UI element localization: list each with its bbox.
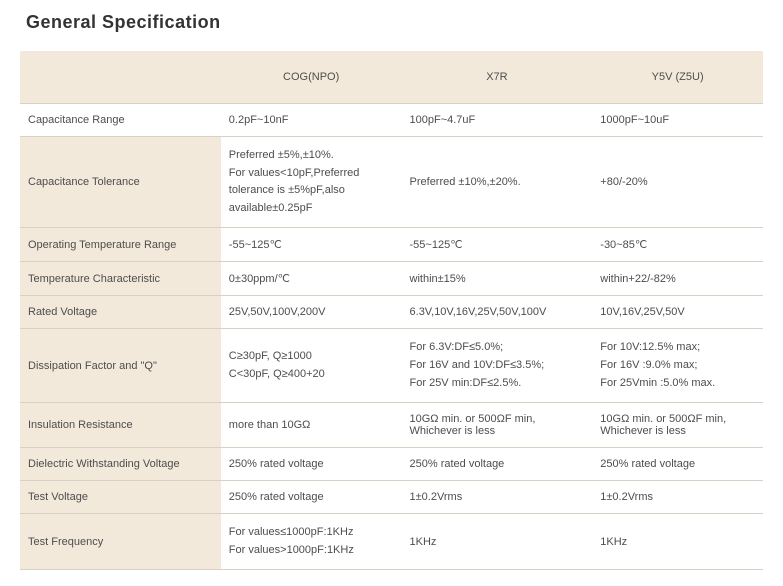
col-header-y5v: Y5V (Z5U) xyxy=(592,51,763,104)
cell: within+22/-82% xyxy=(592,262,763,296)
table-row: Dielectric Withstanding Voltage250% rate… xyxy=(20,448,763,481)
row-head: Dielectric Withstanding Voltage xyxy=(20,448,221,481)
spec-table: COG(NPO) X7R Y5V (Z5U) Capacitance Range… xyxy=(20,51,763,570)
cell: 0.2pF~10nF xyxy=(221,104,402,137)
cell: 250% rated voltage xyxy=(221,481,402,514)
cell: For 10V:12.5% max;For 16V :9.0% max;For … xyxy=(592,329,763,403)
cell: 250% rated voltage xyxy=(221,448,402,481)
cell: 250% rated voltage xyxy=(402,448,593,481)
cell: -55~125℃ xyxy=(221,228,402,262)
table-row: Test FrequencyFor values≤1000pF:1KHzFor … xyxy=(20,514,763,570)
cell: 0±30ppm/℃ xyxy=(221,262,402,296)
row-head: Capacitance Range xyxy=(20,104,221,137)
cell: 10GΩ min. or 500ΩF min, Whichever is les… xyxy=(592,403,763,448)
col-header-blank xyxy=(20,51,221,104)
cell: -55~125℃ xyxy=(402,228,593,262)
row-head: Rated Voltage xyxy=(20,296,221,329)
cell: 100pF~4.7uF xyxy=(402,104,593,137)
page-title: General Specification xyxy=(20,0,763,51)
cell: 1±0.2Vrms xyxy=(402,481,593,514)
cell: Preferred ±5%,±10%.For values<10pF,Prefe… xyxy=(221,137,402,228)
row-head: Test Voltage xyxy=(20,481,221,514)
cell: more than 10GΩ xyxy=(221,403,402,448)
row-head: Dissipation Factor and "Q" xyxy=(20,329,221,403)
row-head: Test Frequency xyxy=(20,514,221,570)
cell: 6.3V,10V,16V,25V,50V,100V xyxy=(402,296,593,329)
table-row: Temperature Characteristic0±30ppm/℃withi… xyxy=(20,262,763,296)
cell: 1±0.2Vrms xyxy=(592,481,763,514)
table-row: Insulation Resistancemore than 10GΩ10GΩ … xyxy=(20,403,763,448)
cell: For values≤1000pF:1KHzFor values>1000pF:… xyxy=(221,514,402,570)
cell: 25V,50V,100V,200V xyxy=(221,296,402,329)
table-row: Test Voltage250% rated voltage1±0.2Vrms1… xyxy=(20,481,763,514)
table-row: Rated Voltage25V,50V,100V,200V6.3V,10V,1… xyxy=(20,296,763,329)
cell: 1KHz xyxy=(592,514,763,570)
cell: 10GΩ min. or 500ΩF min, Whichever is les… xyxy=(402,403,593,448)
table-row: Dissipation Factor and "Q"C≥30pF, Q≥1000… xyxy=(20,329,763,403)
cell: For 6.3V:DF≤5.0%;For 16V and 10V:DF≤3.5%… xyxy=(402,329,593,403)
cell: Preferred ±10%,±20%. xyxy=(402,137,593,228)
row-head: Insulation Resistance xyxy=(20,403,221,448)
cell: -30~85℃ xyxy=(592,228,763,262)
cell: within±15% xyxy=(402,262,593,296)
row-head: Capacitance Tolerance xyxy=(20,137,221,228)
table-row: Capacitance TolerancePreferred ±5%,±10%.… xyxy=(20,137,763,228)
table-row: Capacitance Range0.2pF~10nF100pF~4.7uF10… xyxy=(20,104,763,137)
cell: 250% rated voltage xyxy=(592,448,763,481)
cell: 10V,16V,25V,50V xyxy=(592,296,763,329)
table-header: COG(NPO) X7R Y5V (Z5U) xyxy=(20,51,763,104)
cell: C≥30pF, Q≥1000C<30pF, Q≥400+20 xyxy=(221,329,402,403)
table-row: Operating Temperature Range-55~125℃-55~1… xyxy=(20,228,763,262)
row-head: Operating Temperature Range xyxy=(20,228,221,262)
cell: 1KHz xyxy=(402,514,593,570)
cell: 1000pF~10uF xyxy=(592,104,763,137)
table-body: Capacitance Range0.2pF~10nF100pF~4.7uF10… xyxy=(20,104,763,570)
row-head: Temperature Characteristic xyxy=(20,262,221,296)
col-header-x7r: X7R xyxy=(402,51,593,104)
cell: +80/-20% xyxy=(592,137,763,228)
col-header-cog: COG(NPO) xyxy=(221,51,402,104)
